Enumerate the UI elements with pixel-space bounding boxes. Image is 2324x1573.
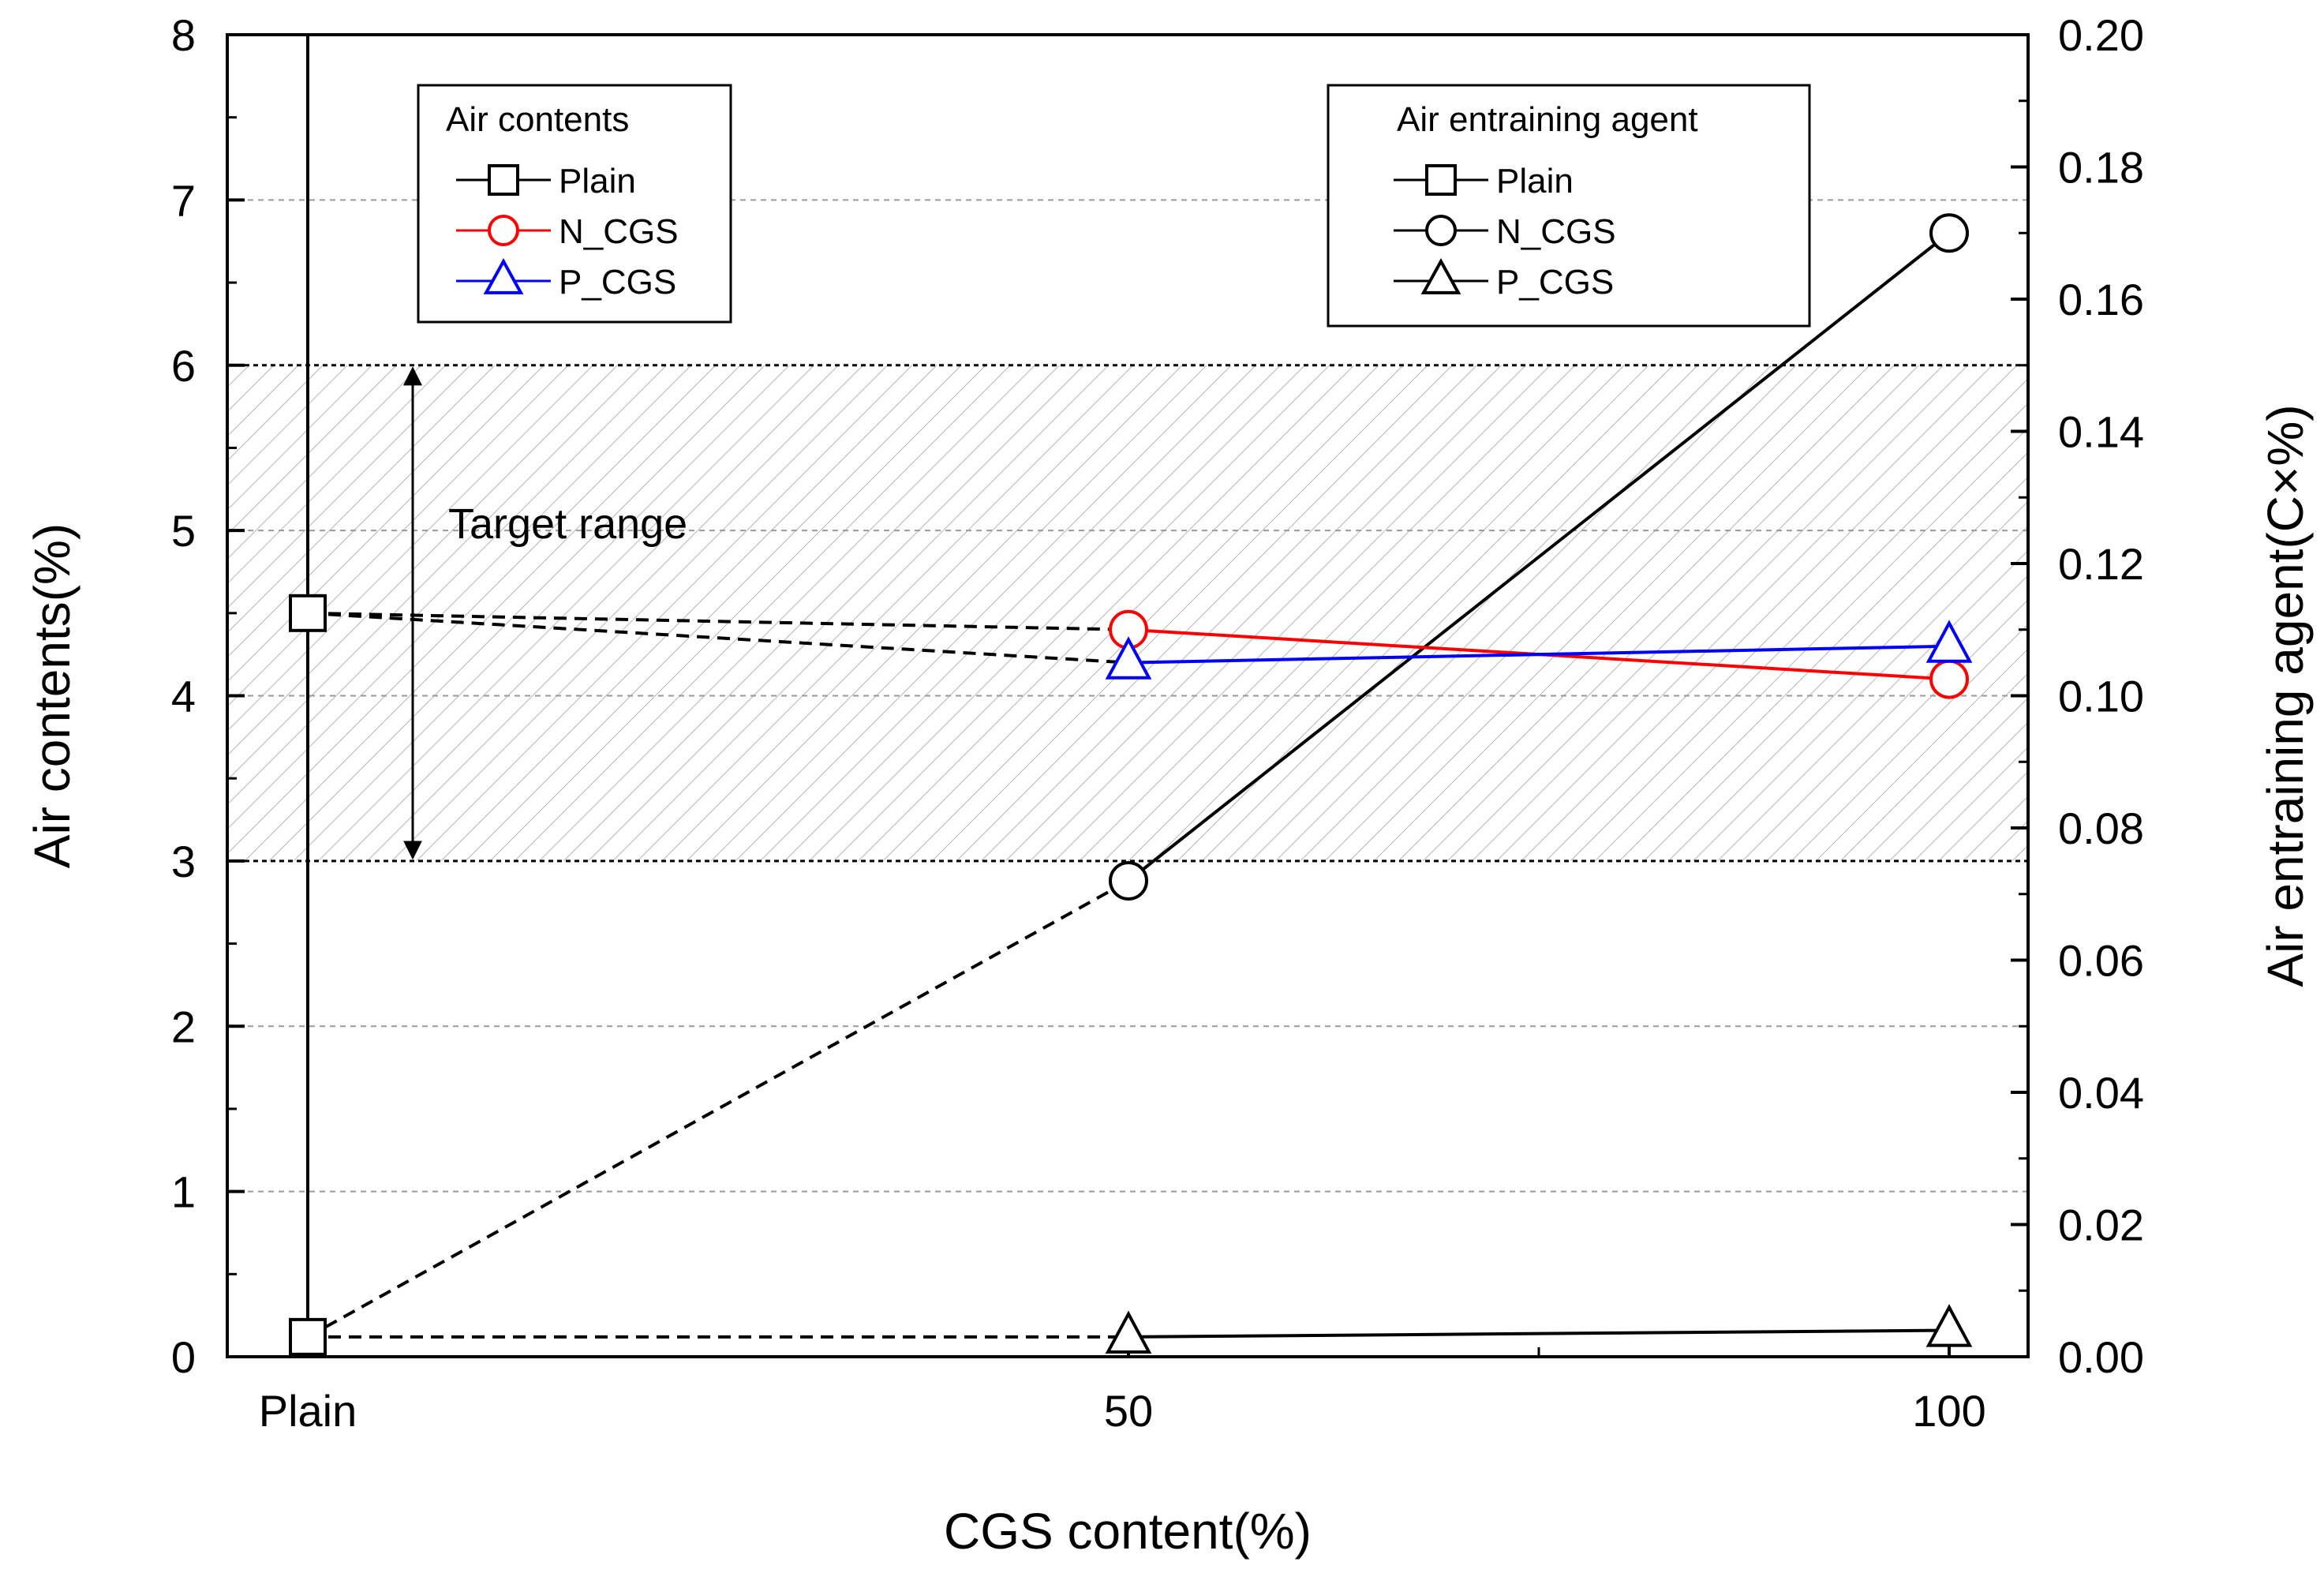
y2-tick-label: 0.14 [2058,407,2144,457]
y2-tick-label: 0.00 [2058,1332,2144,1382]
aea-p-cgs-point [1105,1310,1152,1354]
air-p-cgs-plain-link [307,611,1129,665]
legend-label: N_CGS [559,212,679,251]
y-tick-label: 6 [171,341,196,391]
y2-tick-label: 0.20 [2058,10,2144,60]
legend-circle-icon [488,215,519,246]
air-plain-point [289,594,327,632]
y-tick-label: 3 [171,837,196,886]
legend-square-icon [1425,164,1457,196]
y-tick-label: 4 [171,672,196,721]
legend-title: Air entraining agent [1397,100,1698,139]
right-axis-ticks: 0.00 0.02 0.04 0.06 0.08 0.10 0.12 0.14 0.16 0.18… [2011,10,2144,1382]
legend-box [417,84,732,324]
legend-label: N_CGS [1496,212,1616,251]
left-axis-ticks: 0 1 2 3 4 5 6 7 8 [171,10,245,1382]
y-tick-label: 8 [171,10,196,60]
y-tick-label: 7 [171,175,196,225]
legend-label: Plain [1496,162,1574,200]
x-tick-label: 100 [1912,1386,1985,1436]
air-p-cgs-line [1128,644,1950,665]
legend-air-entraining-agent: Air entraining agent Plain N_CGS P_CGS [1327,84,1811,328]
y2-tick-label: 0.18 [2058,143,2144,193]
y2-tick-label: 0.02 [2058,1200,2144,1250]
legend-triangle-icon [1420,257,1461,294]
y2-tick-label: 0.16 [2058,275,2144,324]
x-axis-title: CGS content(%) [944,1503,1312,1560]
y-tick-label: 0 [171,1332,196,1382]
legend-air-contents: Air contents Plain N_CGS P_CGS [417,84,732,324]
y-tick-label: 5 [171,506,196,556]
x-tick-label: 50 [1104,1386,1153,1436]
aea-n-cgs-plain-link [307,879,1129,1339]
legend-label: P_CGS [559,263,676,301]
air-n-cgs-plain-link [307,611,1129,631]
y-axis-title: Air contents(%) [24,523,80,868]
y2-tick-label: 0.12 [2058,539,2144,589]
aea-p-cgs-line [1128,1328,1950,1339]
air-n-cgs-point [1929,659,1969,699]
y2-tick-label: 0.04 [2058,1068,2144,1118]
legend-label: P_CGS [1496,263,1614,301]
aea-n-cgs-line [1127,231,1951,882]
y2-tick-label: 0.08 [2058,803,2144,853]
aea-n-cgs-point [1109,861,1148,901]
target-range-label: Target range [448,500,687,548]
y2-axis-title: Air entraining agent(C×%) [2257,404,2314,987]
air-p-cgs-point [1925,620,1973,663]
aea-n-cgs-point [1929,213,1969,253]
legend-circle-icon [1425,215,1457,246]
air-p-cgs-point [1105,636,1152,680]
legend-square-icon [488,164,519,196]
aea-p-cgs-point [1925,1304,1973,1347]
y2-tick-label: 0.06 [2058,936,2144,986]
legend-title: Air contents [446,100,629,139]
y-tick-label: 1 [171,1167,196,1217]
legend-label: Plain [559,162,636,200]
y-tick-label: 2 [171,1002,196,1051]
x-axis-ticks: Plain 50 100 [259,1339,1986,1436]
aea-plain-point [289,1317,327,1356]
x-tick-label: Plain [259,1386,357,1436]
y2-tick-label: 0.10 [2058,672,2144,721]
legend-triangle-icon [483,257,524,294]
series-layer [289,213,1973,1356]
legend-box [1327,84,1811,328]
